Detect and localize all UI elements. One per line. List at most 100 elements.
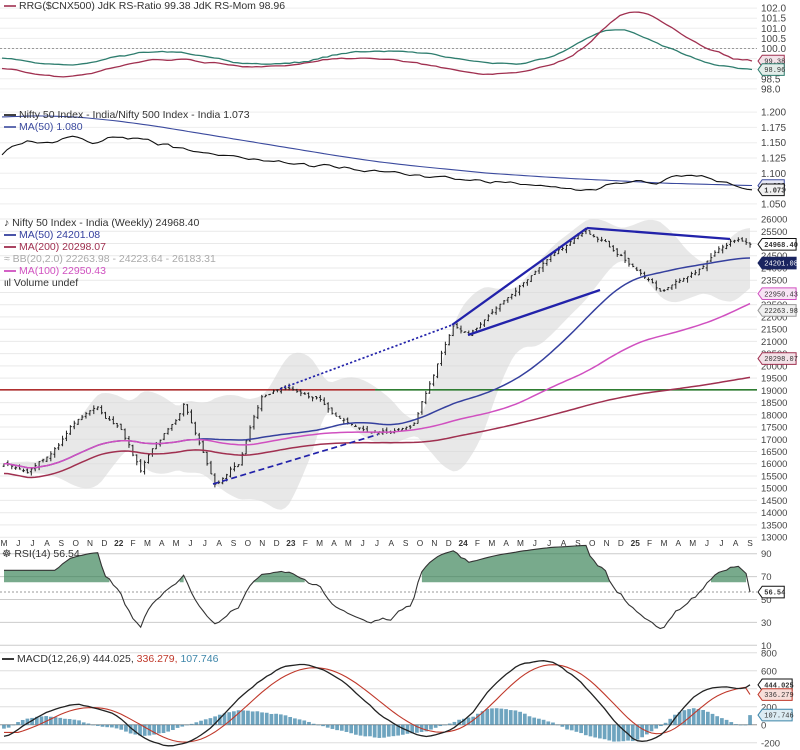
svg-text:17000: 17000 xyxy=(761,435,787,446)
svg-text:A: A xyxy=(44,538,50,548)
svg-text:22: 22 xyxy=(114,538,124,548)
svg-text:Nifty 50 Index - India/Nifty 5: Nifty 50 Index - India/Nifty 500 Index -… xyxy=(19,109,250,121)
svg-text:M: M xyxy=(488,538,495,548)
svg-text:98.96: 98.96 xyxy=(764,67,785,75)
svg-text:J: J xyxy=(31,538,35,548)
svg-text:56.54: 56.54 xyxy=(764,590,785,598)
svg-text:70: 70 xyxy=(761,572,772,583)
svg-text:A: A xyxy=(503,538,509,548)
svg-text:S: S xyxy=(747,538,753,548)
svg-text:F: F xyxy=(131,538,136,548)
svg-text:≈ BB(20,2.0) 22263.98 - 24223.: ≈ BB(20,2.0) 22263.98 - 24223.64 - 26183… xyxy=(4,253,216,265)
svg-text:MA(50) 1.080: MA(50) 1.080 xyxy=(19,121,83,133)
svg-text:S: S xyxy=(231,538,237,548)
svg-text:F: F xyxy=(303,538,308,548)
svg-text:17500: 17500 xyxy=(761,423,787,434)
svg-text:RRG($CNX500) JdK RS-Ratio 99.3: RRG($CNX500) JdK RS-Ratio 99.38 JdK RS-M… xyxy=(19,0,285,12)
svg-text:♪ Nifty 50 Index - India (Week: ♪ Nifty 50 Index - India (Weekly) 24968.… xyxy=(4,217,199,229)
svg-text:13000: 13000 xyxy=(761,533,787,544)
svg-text:-200: -200 xyxy=(761,738,780,749)
svg-text:15500: 15500 xyxy=(761,472,787,483)
svg-text:13500: 13500 xyxy=(761,520,787,531)
svg-text:24: 24 xyxy=(458,538,468,548)
svg-text:15000: 15000 xyxy=(761,484,787,495)
svg-text:MA(100) 22950.43: MA(100) 22950.43 xyxy=(19,265,106,277)
svg-text:90: 90 xyxy=(761,549,772,560)
svg-text:1.175: 1.175 xyxy=(761,123,786,134)
svg-text:D: D xyxy=(101,538,107,548)
svg-text:M: M xyxy=(345,538,352,548)
svg-text:A: A xyxy=(733,538,739,548)
svg-text:D: D xyxy=(446,538,452,548)
svg-text:A: A xyxy=(159,538,165,548)
svg-text:J: J xyxy=(188,538,192,548)
svg-text:MACD(12,26,9) 444.025, 336.279: MACD(12,26,9) 444.025, 336.279, 107.746 xyxy=(17,653,219,665)
svg-text:M: M xyxy=(517,538,524,548)
svg-text:S: S xyxy=(59,538,65,548)
svg-text:26000: 26000 xyxy=(761,215,787,226)
svg-text:20298.07: 20298.07 xyxy=(764,356,798,364)
svg-text:J: J xyxy=(16,538,20,548)
svg-text:J: J xyxy=(547,538,551,548)
svg-text:A: A xyxy=(331,538,337,548)
svg-text:98.0: 98.0 xyxy=(761,84,781,95)
svg-text:A: A xyxy=(676,538,682,548)
svg-text:M: M xyxy=(689,538,696,548)
svg-text:1.050: 1.050 xyxy=(761,199,786,210)
svg-text:22950.43: 22950.43 xyxy=(764,291,798,299)
svg-text:O: O xyxy=(72,538,79,548)
svg-text:J: J xyxy=(705,538,709,548)
svg-text:O: O xyxy=(245,538,252,548)
svg-text:F: F xyxy=(647,538,652,548)
svg-text:21000: 21000 xyxy=(761,337,787,348)
svg-text:23: 23 xyxy=(286,538,296,548)
svg-text:600: 600 xyxy=(761,666,777,677)
svg-text:N: N xyxy=(431,538,437,548)
svg-text:1.125: 1.125 xyxy=(761,154,786,165)
svg-text:16500: 16500 xyxy=(761,447,787,458)
svg-text:N: N xyxy=(87,538,93,548)
svg-text:MA(200) 20298.07: MA(200) 20298.07 xyxy=(19,241,106,253)
svg-text:ιιl Volume undef: ιιl Volume undef xyxy=(4,277,78,289)
svg-text:18500: 18500 xyxy=(761,398,787,409)
svg-text:21500: 21500 xyxy=(761,325,787,336)
svg-text:N: N xyxy=(604,538,610,548)
svg-text:MA(50) 24201.08: MA(50) 24201.08 xyxy=(19,229,100,241)
svg-text:25: 25 xyxy=(631,538,641,548)
svg-text:24968.40: 24968.40 xyxy=(764,242,798,250)
svg-text:23500: 23500 xyxy=(761,276,787,287)
svg-text:F: F xyxy=(475,538,480,548)
svg-text:J: J xyxy=(361,538,365,548)
svg-text:24201.08: 24201.08 xyxy=(764,261,798,269)
svg-text:J: J xyxy=(375,538,379,548)
svg-text:A: A xyxy=(389,538,395,548)
svg-text:16000: 16000 xyxy=(761,459,787,470)
svg-text:O: O xyxy=(589,538,596,548)
svg-text:M: M xyxy=(1,538,8,548)
svg-text:J: J xyxy=(719,538,723,548)
svg-text:14000: 14000 xyxy=(761,508,787,519)
svg-text:1.150: 1.150 xyxy=(761,138,786,149)
svg-text:J: J xyxy=(533,538,537,548)
svg-text:O: O xyxy=(417,538,424,548)
svg-text:18000: 18000 xyxy=(761,410,787,421)
svg-text:25500: 25500 xyxy=(761,227,787,238)
svg-text:M: M xyxy=(316,538,323,548)
svg-text:336.279: 336.279 xyxy=(764,692,793,700)
svg-text:D: D xyxy=(618,538,624,548)
svg-text:A: A xyxy=(216,538,222,548)
svg-text:1.100: 1.100 xyxy=(761,169,786,180)
svg-text:M: M xyxy=(661,538,668,548)
svg-text:0: 0 xyxy=(761,720,766,731)
svg-text:S: S xyxy=(403,538,409,548)
svg-text:☸ RSI(14) 56.54: ☸ RSI(14) 56.54 xyxy=(2,548,80,560)
svg-text:19000: 19000 xyxy=(761,386,787,397)
svg-text:19500: 19500 xyxy=(761,374,787,385)
svg-text:107.746: 107.746 xyxy=(764,713,793,721)
svg-text:30: 30 xyxy=(761,618,772,629)
svg-text:M: M xyxy=(173,538,180,548)
svg-text:M: M xyxy=(144,538,151,548)
svg-text:14500: 14500 xyxy=(761,496,787,507)
svg-text:N: N xyxy=(259,538,265,548)
svg-text:1.200: 1.200 xyxy=(761,108,786,119)
